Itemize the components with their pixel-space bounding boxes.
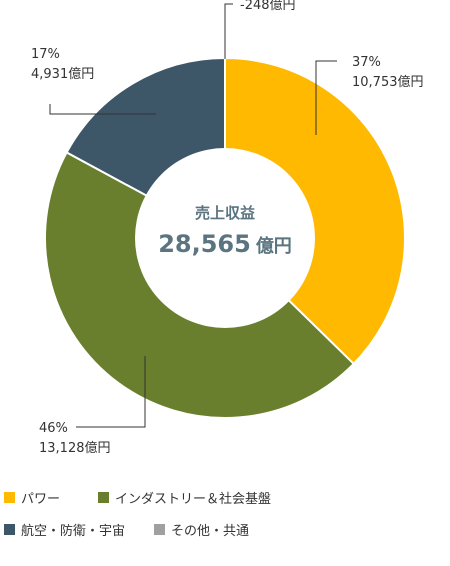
legend: パワー インダストリー＆社会基盤 航空・防衛・宇宙 その他・共通 bbox=[4, 487, 444, 551]
center-value: 28,565 bbox=[158, 230, 251, 258]
leader-line-other bbox=[224, 3, 233, 59]
legend-swatch-power bbox=[4, 491, 15, 503]
legend-swatch-other bbox=[154, 523, 165, 535]
donut-hole bbox=[135, 148, 315, 328]
leader-line-power bbox=[315, 60, 337, 135]
label-value-industry: 13,128億円 bbox=[39, 440, 111, 456]
label-value-other: -248億円 bbox=[240, 0, 296, 13]
legend-item-industry: インダストリー＆社会基盤 bbox=[98, 487, 271, 507]
leader-line-industry bbox=[76, 356, 146, 428]
leader-line-aerospace bbox=[49, 104, 156, 115]
legend-label-industry: インダストリー＆社会基盤 bbox=[115, 491, 272, 507]
label-percent-industry: 46% bbox=[39, 421, 68, 436]
slice-power bbox=[224, 56, 406, 366]
legend-label-aerospace: 航空・防衛・宇宙 bbox=[21, 523, 126, 539]
legend-item-aerospace: 航空・防衛・宇宙 bbox=[4, 519, 154, 539]
legend-swatch-aerospace bbox=[4, 523, 15, 535]
label-percent-power: 37% bbox=[352, 55, 381, 70]
legend-item-other: その他・共通 bbox=[154, 519, 249, 539]
label-value-power: 10,753億円 bbox=[352, 74, 424, 90]
center-title: 売上収益 bbox=[195, 204, 255, 222]
legend-label-power: パワー bbox=[21, 491, 61, 507]
legend-swatch-industry bbox=[98, 491, 109, 503]
legend-label-other: その他・共通 bbox=[171, 523, 250, 539]
label-value-aerospace: 4,931億円 bbox=[31, 66, 94, 82]
center-total: 28,565 億円 bbox=[158, 230, 292, 258]
label-percent-aerospace: 17% bbox=[31, 47, 60, 62]
center-unit: 億円 bbox=[256, 235, 292, 257]
legend-item-power: パワー bbox=[4, 487, 98, 507]
